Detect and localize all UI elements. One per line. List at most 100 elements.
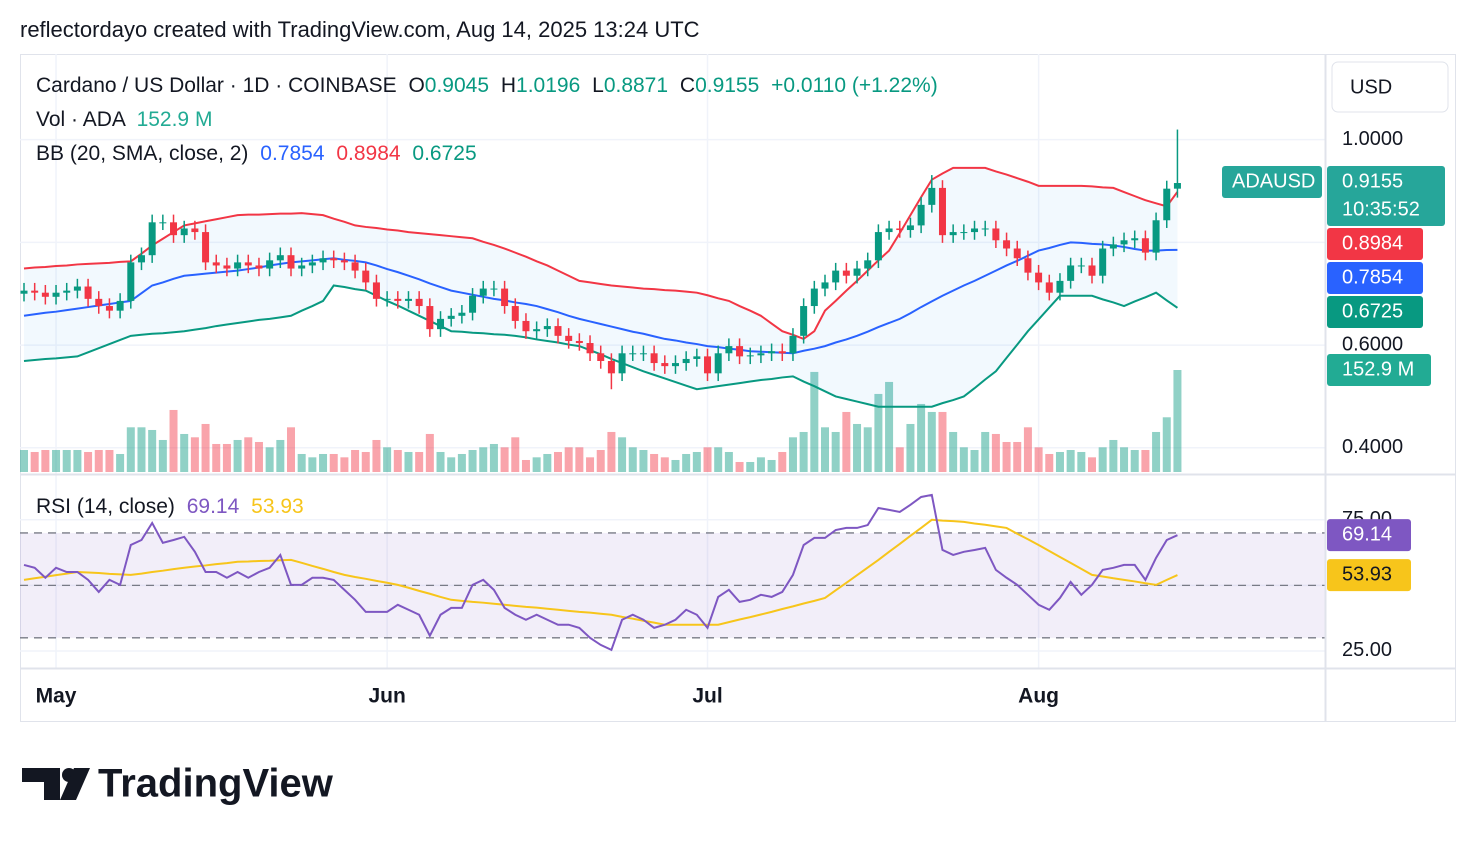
volume-bar bbox=[329, 453, 338, 472]
legend-high: 1.0196 bbox=[516, 74, 580, 97]
candle-body bbox=[938, 187, 946, 236]
volume-bar bbox=[521, 459, 530, 472]
volume-bar bbox=[767, 459, 776, 472]
rsi-tag-label: 53.93 bbox=[1342, 563, 1392, 585]
candle-body bbox=[127, 262, 135, 301]
volume-bar bbox=[297, 453, 306, 472]
candle-body bbox=[1109, 244, 1117, 249]
volume-bar bbox=[863, 427, 872, 472]
price-tag-label: 0.7854 bbox=[1342, 266, 1403, 288]
volume-bar bbox=[682, 453, 691, 472]
legend-title: Cardano / US Dollar · 1D · COINBASE bbox=[36, 74, 397, 97]
band-fill bbox=[24, 167, 1178, 407]
candle-body bbox=[490, 288, 498, 290]
volume-bar bbox=[842, 411, 851, 472]
axes: MayJunJulAug1.00000.80000.60000.400075.0… bbox=[36, 128, 1445, 708]
candle-body bbox=[308, 262, 316, 266]
candle-body bbox=[992, 228, 1000, 241]
volume-bar bbox=[30, 451, 39, 472]
currency-box[interactable] bbox=[1331, 61, 1449, 113]
volume-bar bbox=[276, 439, 285, 472]
volume-bar bbox=[415, 451, 424, 472]
candle-body bbox=[244, 262, 252, 266]
candle-body bbox=[896, 228, 904, 231]
candle-body bbox=[266, 260, 274, 269]
volume-bar bbox=[105, 449, 114, 472]
candle-body bbox=[1003, 240, 1011, 249]
volume-bar bbox=[254, 441, 263, 472]
candle-body bbox=[394, 298, 402, 301]
volume-bar bbox=[383, 447, 392, 472]
volume-bar bbox=[1088, 457, 1096, 472]
volume-bar bbox=[287, 427, 295, 472]
volume-bar bbox=[1162, 417, 1171, 472]
volume-bar bbox=[1034, 447, 1043, 472]
candle-body bbox=[1056, 280, 1064, 293]
chart-frame bbox=[20, 54, 1456, 722]
volume-bar bbox=[831, 431, 840, 472]
volume-bar bbox=[137, 427, 146, 472]
volume-bar bbox=[468, 449, 477, 472]
candle-body bbox=[1088, 265, 1096, 276]
candle-body bbox=[522, 320, 530, 332]
legend-bb-middle: 0.7854 bbox=[260, 142, 325, 165]
candle-body bbox=[1067, 265, 1075, 281]
candle-body bbox=[842, 270, 850, 276]
legend-open: 0.9045 bbox=[425, 74, 489, 97]
volume-bar bbox=[457, 453, 466, 472]
volume-bar bbox=[703, 447, 712, 472]
candle-body bbox=[1013, 248, 1021, 259]
x-tick-label: May bbox=[36, 685, 77, 708]
candle-body bbox=[1035, 272, 1043, 283]
rsi-line bbox=[23, 518, 1178, 626]
candle-body bbox=[223, 265, 231, 269]
candle-body bbox=[116, 300, 124, 311]
volume-bar bbox=[554, 451, 562, 472]
legend-l: L bbox=[592, 74, 604, 97]
candle-body bbox=[202, 232, 210, 263]
volume-bar bbox=[628, 447, 637, 472]
candle-body bbox=[661, 363, 669, 367]
candle-body bbox=[298, 265, 306, 269]
candle-body bbox=[618, 353, 626, 374]
volume-bar bbox=[158, 439, 167, 472]
candle-body bbox=[52, 292, 60, 297]
volume-bar bbox=[821, 427, 829, 472]
volume-bar bbox=[714, 447, 723, 472]
candle-body bbox=[511, 306, 519, 321]
volume-bar bbox=[564, 447, 573, 472]
currency[interactable]: USD bbox=[1350, 76, 1392, 98]
legend-c: C bbox=[680, 74, 695, 97]
volume-bar bbox=[201, 423, 210, 472]
volume-bar bbox=[1013, 441, 1022, 472]
candle-body bbox=[20, 290, 28, 294]
candle-body bbox=[191, 228, 199, 233]
candle-body bbox=[255, 265, 263, 269]
candle-body bbox=[928, 187, 936, 205]
candle-body bbox=[1173, 183, 1181, 189]
candle-body bbox=[864, 260, 872, 269]
legend-volume: Vol · ADA 152.9 M bbox=[36, 108, 212, 131]
candle-body bbox=[276, 255, 284, 261]
brand: TradingView bbox=[98, 762, 334, 806]
volume-bar bbox=[94, 449, 103, 472]
legend-bb-title: BB (20, SMA, close, 2) bbox=[36, 142, 248, 165]
candle-body bbox=[885, 228, 893, 233]
volume-bar bbox=[436, 451, 445, 472]
candle-body bbox=[1024, 258, 1032, 273]
volume-bar bbox=[981, 431, 990, 472]
band-line bbox=[23, 166, 1179, 341]
volume-bar bbox=[596, 449, 605, 472]
candle-body bbox=[778, 351, 786, 354]
volume-bar bbox=[447, 457, 456, 472]
volume-bar bbox=[543, 453, 552, 472]
candle-body bbox=[607, 361, 615, 374]
volume-bar bbox=[244, 437, 253, 472]
volume-bar bbox=[340, 457, 349, 472]
candle-body bbox=[95, 298, 103, 307]
candle-body bbox=[704, 356, 712, 374]
volume-bar bbox=[735, 461, 744, 472]
candle-body bbox=[330, 258, 338, 261]
